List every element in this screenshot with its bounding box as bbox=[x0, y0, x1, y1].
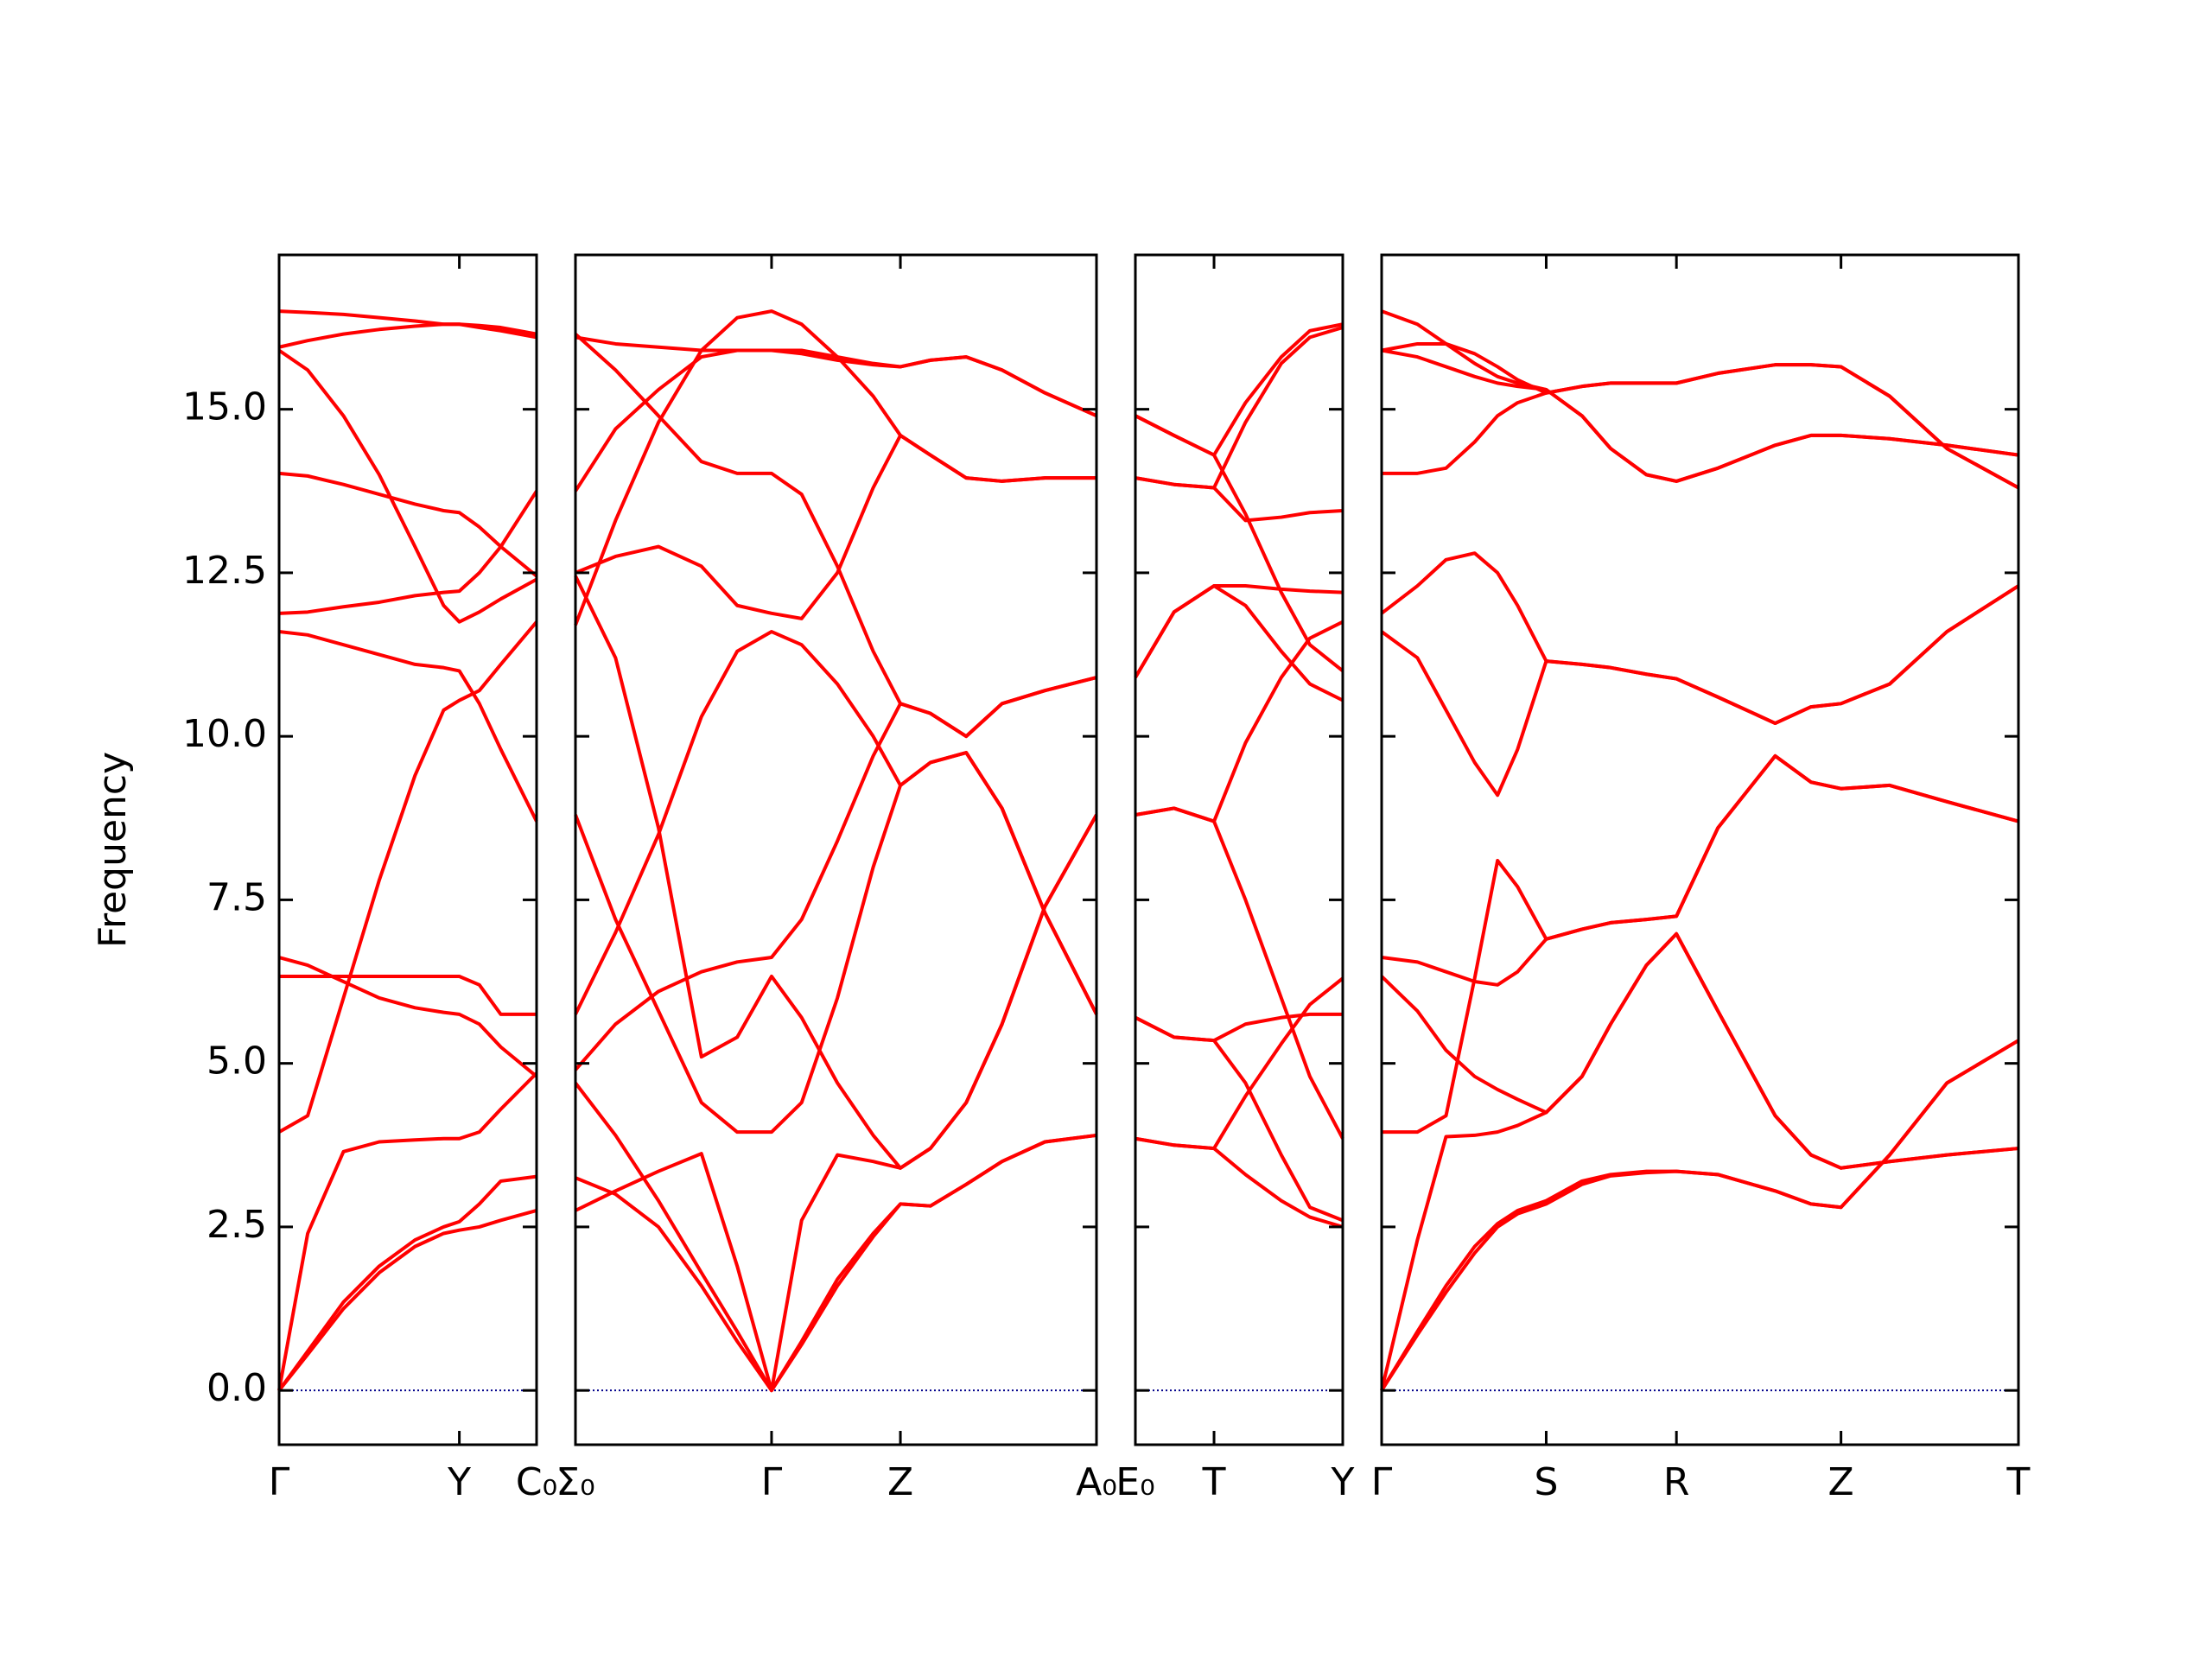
band-line bbox=[1134, 584, 1344, 702]
x-tick-label: Z bbox=[887, 1460, 913, 1504]
y-tick-label: 10.0 bbox=[182, 712, 267, 756]
band-line bbox=[277, 1174, 537, 1392]
band-line bbox=[1380, 551, 2020, 726]
band-line bbox=[574, 575, 1098, 1170]
band-line bbox=[575, 335, 1097, 418]
panel-frame bbox=[574, 253, 1098, 1446]
x-tick-label: C₀ bbox=[516, 1460, 557, 1504]
x-tick-label: Y bbox=[1331, 1460, 1355, 1504]
band-line bbox=[1380, 931, 2019, 1170]
band-line bbox=[277, 1209, 537, 1392]
y-tick-label: 12.5 bbox=[182, 549, 267, 593]
x-tick-label: Z bbox=[1828, 1460, 1854, 1504]
x-tick-label: T bbox=[2006, 1460, 2031, 1504]
band-line bbox=[575, 1133, 1097, 1393]
x-tick-label: Σ₀ bbox=[556, 1460, 594, 1504]
band-line bbox=[278, 956, 538, 1078]
y-axis-label: Frequency bbox=[91, 752, 135, 948]
band-line bbox=[1381, 753, 2019, 987]
band-line bbox=[278, 620, 538, 1134]
x-tick-label: Γ bbox=[1371, 1460, 1393, 1504]
x-tick-label: T bbox=[1202, 1460, 1226, 1504]
x-tick-label: R bbox=[1663, 1460, 1690, 1504]
panel-frame bbox=[1380, 253, 2020, 1446]
x-tick-label: E₀ bbox=[1116, 1460, 1154, 1504]
band-line bbox=[277, 1071, 538, 1391]
band-line bbox=[574, 333, 1097, 739]
band-line bbox=[278, 322, 537, 349]
band-line bbox=[574, 630, 1098, 1015]
x-tick-label: Y bbox=[447, 1460, 471, 1504]
band-line bbox=[1135, 326, 1344, 490]
band-line bbox=[1135, 976, 1344, 1151]
panel-frame bbox=[277, 253, 538, 1446]
band-line bbox=[277, 348, 537, 624]
y-tick-label: 5.0 bbox=[207, 1039, 267, 1084]
band-line bbox=[278, 490, 538, 615]
band-line bbox=[279, 974, 537, 1016]
y-tick-label: 7.5 bbox=[207, 875, 267, 919]
y-tick-label: 2.5 bbox=[207, 1203, 267, 1247]
band-line bbox=[1135, 322, 1344, 457]
x-tick-label: Γ bbox=[761, 1460, 783, 1504]
band-line bbox=[1135, 1015, 1344, 1223]
band-line bbox=[1380, 1039, 2020, 1392]
band-line bbox=[278, 309, 537, 340]
y-tick-label: 0.0 bbox=[207, 1366, 267, 1410]
x-tick-label: A₀ bbox=[1076, 1460, 1117, 1504]
band-line bbox=[1135, 620, 1344, 823]
x-tick-label: Γ bbox=[269, 1460, 290, 1504]
band-line bbox=[575, 433, 1096, 620]
band-line bbox=[278, 630, 538, 823]
band-line bbox=[1381, 341, 2019, 490]
panel-frame bbox=[1134, 253, 1344, 1446]
band-line bbox=[1381, 309, 2019, 483]
y-tick-label: 15.0 bbox=[182, 385, 267, 429]
x-tick-label: S bbox=[1534, 1460, 1558, 1504]
band-line bbox=[278, 471, 538, 578]
